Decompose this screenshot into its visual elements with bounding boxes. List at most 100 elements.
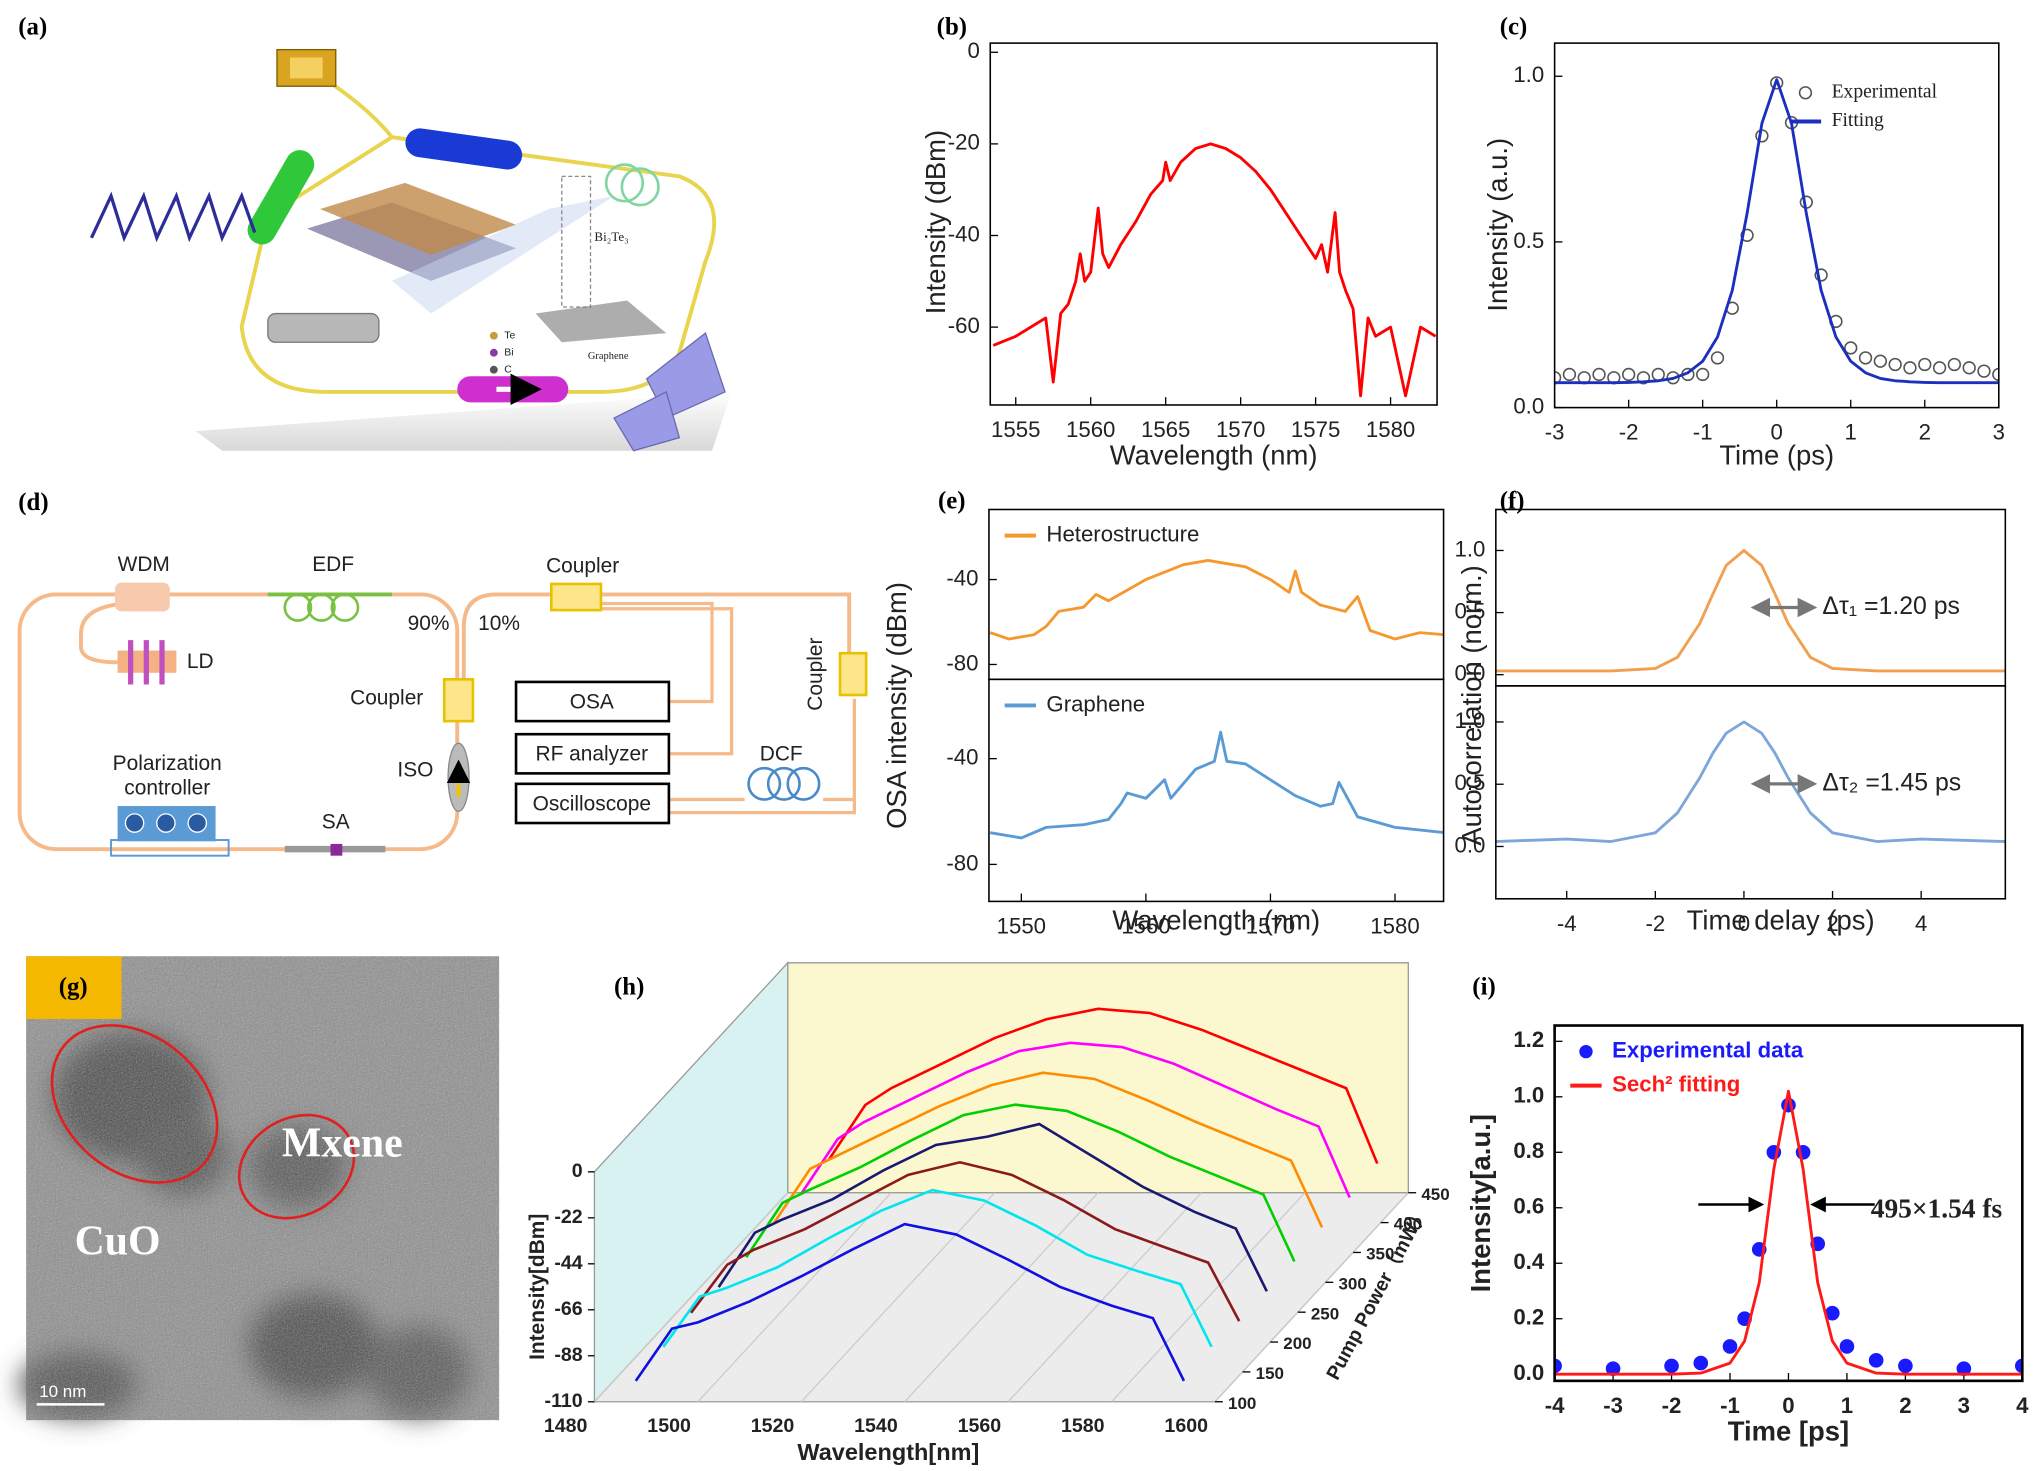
fiber-loop [17, 592, 460, 852]
x-tick-label: 1540 [854, 1415, 898, 1437]
legend-label: Sech² fitting [1612, 1071, 1740, 1096]
instrument [514, 732, 671, 775]
series-group [989, 559, 1444, 641]
x-tick-label: 1 [1841, 1393, 1853, 1418]
atom-label: C [504, 364, 512, 375]
data-point [1888, 357, 1902, 372]
data-point [1992, 367, 1999, 382]
x-tick-label: 1560 [1121, 913, 1170, 938]
legend-label: Graphene [1046, 691, 1145, 716]
node-label: Polarization [113, 752, 222, 775]
y-tick-label: 0.0 [1455, 832, 1486, 857]
y-tick-label: -80 [946, 650, 978, 675]
node-label: WDM [118, 553, 170, 576]
coupler [550, 582, 603, 612]
x-tick-label: 1 [1845, 420, 1857, 445]
x-tick-label: 1520 [751, 1415, 795, 1437]
data-point [1858, 351, 1873, 365]
y-tick-label: 1.0 [1455, 708, 1486, 733]
y-tick-label: -20 [948, 130, 980, 155]
atom [489, 348, 498, 357]
node-label: SA [322, 811, 350, 834]
x-axis-title: Wavelength (nm) [1110, 439, 1318, 470]
y-tick-label: -40 [948, 221, 980, 246]
panel-badge [26, 956, 122, 1019]
data-point [1696, 367, 1710, 382]
x-tick-label: -2 [1619, 420, 1639, 445]
instrument [514, 680, 671, 723]
data-point [1873, 354, 1888, 368]
spectrum-line [772, 1071, 1324, 1228]
y-tick-label: -40 [946, 745, 978, 770]
x-tick-label: 1480 [544, 1415, 588, 1437]
sa-material [330, 843, 343, 856]
plot-frame [988, 678, 1445, 903]
data-point [1947, 357, 1962, 372]
legend-marker [1579, 1044, 1593, 1059]
node-label: controller [124, 777, 210, 800]
panel-label: (a) [18, 13, 47, 40]
component [247, 150, 315, 245]
legend-label: Experimental data [1612, 1038, 1804, 1063]
y-tick-label: -44 [554, 1252, 582, 1274]
y-tick-label: 0 [967, 38, 979, 63]
data-point [1839, 1339, 1855, 1354]
crystal-cell [561, 175, 592, 308]
spectrum-line [717, 1122, 1268, 1292]
z-tick-label: 200 [1283, 1334, 1311, 1353]
z-tick-label: 450 [1421, 1185, 1449, 1204]
y-tick-label: 0.8 [1513, 1138, 1544, 1163]
plot-frame [1553, 1024, 2024, 1383]
material-label: Bi₂Te₃ [594, 229, 628, 244]
node-label: Oscilloscope [533, 792, 651, 815]
data-line [1495, 720, 2006, 843]
annotation: Δτ₂ =1.45 ps [1822, 769, 1961, 796]
legend-label: Fitting [1832, 110, 1884, 131]
x-tick-label: 1570 [1246, 913, 1295, 938]
x-tick-label: -3 [1603, 1393, 1623, 1418]
substrate-label: Graphene [588, 351, 629, 362]
y-tick-label: -22 [554, 1206, 582, 1228]
data-point [1621, 367, 1636, 382]
atom [489, 331, 498, 340]
region-marker [50, 1024, 219, 1184]
chart: -40 -80 Heterostructure (e) OSA intensity (d… [881, 488, 1445, 829]
illustration: (a) Bi₂Te₃ Te Bi C Graphene [18, 13, 732, 452]
z-tick-label: 150 [1256, 1364, 1284, 1383]
atom-label: Te [504, 331, 515, 342]
node-label: Coupler [804, 637, 827, 710]
x-tick-label: -3 [1545, 420, 1565, 445]
node-label: LD [187, 650, 214, 673]
coil [620, 167, 660, 207]
y-tick-label: -110 [545, 1390, 583, 1412]
node-label: 90% [408, 612, 450, 635]
panel-label: (e) [938, 488, 966, 515]
fiber [461, 592, 852, 680]
plot-frame [1495, 685, 2007, 900]
series-group [992, 142, 1437, 398]
z-tick-label: 250 [1311, 1304, 1339, 1323]
data-point [1962, 361, 1976, 375]
collimator [267, 312, 380, 343]
x-tick-label: -4 [1557, 911, 1577, 936]
data-line [989, 559, 1444, 641]
x-tick-label: 0 [1771, 420, 1783, 445]
data-point [1868, 1353, 1884, 1368]
z-tick-label: 300 [1339, 1274, 1367, 1293]
z-tick-label: 100 [1228, 1394, 1256, 1413]
series-group [1554, 76, 1999, 385]
x-tick-label: 2 [1899, 1393, 1911, 1418]
spectrum-line [745, 1103, 1296, 1262]
x-tick-label: 1570 [1216, 417, 1265, 442]
x-axis-title: Time [ps] [1728, 1415, 1849, 1446]
spectrum-line [689, 1160, 1241, 1322]
data-point [1844, 341, 1858, 355]
panel-label: (i) [1472, 974, 1495, 1001]
data-point [1898, 1358, 1913, 1374]
x-tick-label: 0 [1738, 911, 1750, 936]
node-label: 10% [478, 612, 520, 635]
x-tick-label: 2 [1826, 911, 1838, 936]
shadow [195, 391, 732, 451]
chart: -4 -2 0 2 4 0.0 0.5 1.0 Time delay (ps) Δτ₂ =1.45… [1455, 685, 2007, 936]
legend-label: Heterostructure [1046, 521, 1199, 546]
